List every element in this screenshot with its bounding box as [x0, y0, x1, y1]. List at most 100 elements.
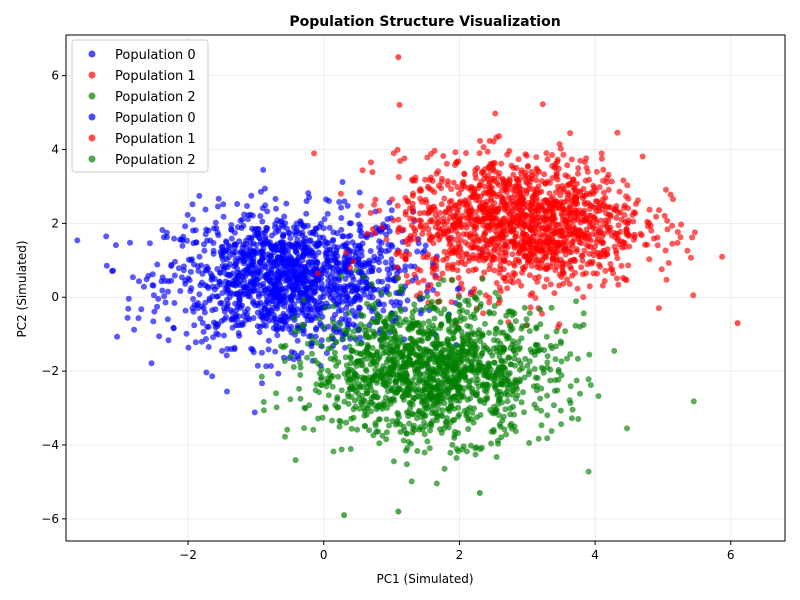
population-0-point	[310, 267, 317, 274]
population-0-point	[185, 275, 192, 282]
population-0-point	[273, 263, 280, 270]
population-2-point	[394, 320, 401, 327]
population-1-point	[448, 299, 455, 305]
population-0-point	[326, 198, 332, 204]
chart-title: Population Structure Visualization	[289, 14, 560, 30]
population-0-point	[197, 315, 204, 322]
population-2-point	[370, 333, 377, 340]
population-0-point	[301, 222, 308, 229]
population-2-point	[322, 304, 329, 311]
population-0-point	[202, 231, 209, 238]
population-0-point	[282, 299, 289, 306]
population-1-point	[521, 216, 528, 223]
population-2-point	[395, 355, 402, 362]
population-1-point	[441, 195, 448, 202]
population-0-point	[313, 326, 320, 333]
population-0-point	[258, 349, 265, 356]
population-0-point	[254, 362, 261, 369]
population-2-point	[348, 348, 355, 355]
population-0-point	[380, 301, 387, 308]
population-0-point	[265, 346, 272, 353]
population-1-point	[573, 246, 580, 253]
population-1-point	[578, 264, 585, 271]
population-1-point	[486, 266, 493, 273]
population-1-point	[472, 266, 479, 273]
population-0-point	[350, 276, 357, 283]
population-2-point	[520, 389, 527, 396]
population-2-point	[577, 390, 583, 397]
population-1-point	[518, 282, 525, 289]
population-2-point	[353, 363, 360, 369]
population-2-point	[369, 352, 376, 359]
population-1-point	[562, 172, 569, 179]
population-0-point	[196, 192, 203, 199]
population-1-point	[542, 254, 549, 261]
population-2-point	[526, 328, 533, 335]
population-1-point	[592, 225, 599, 232]
population-2-point	[435, 281, 442, 288]
population-2-point	[505, 354, 512, 361]
population-0-point	[299, 309, 306, 316]
population-1-point	[425, 185, 432, 192]
population-0-point	[315, 249, 322, 256]
population-1-point	[419, 230, 426, 237]
population-0-point	[293, 257, 300, 264]
population-2-point	[410, 411, 416, 417]
population-2-point	[552, 377, 559, 384]
population-0-point	[237, 217, 244, 224]
population-1-point	[498, 187, 505, 194]
population-2-point	[373, 361, 380, 368]
population-2-point	[469, 352, 476, 359]
population-0-point	[292, 231, 299, 238]
population-1-point	[616, 188, 623, 195]
legend-box	[71, 39, 209, 173]
population-1-point	[440, 257, 447, 263]
population-1-point	[602, 267, 609, 274]
x-tick-label: 4	[591, 548, 599, 562]
population-1-point	[537, 239, 544, 245]
population-2-point	[499, 381, 506, 388]
population-1-point	[500, 266, 507, 273]
population-2-point	[325, 345, 332, 352]
population-0-point	[288, 255, 295, 262]
population-2-point	[444, 405, 451, 412]
population-0-point	[324, 285, 331, 292]
population-2-point	[460, 393, 467, 400]
population-0-point	[143, 276, 150, 283]
population-2-point	[557, 338, 564, 345]
population-1-point	[549, 152, 556, 158]
population-0-point	[225, 242, 232, 249]
population-1-point	[561, 207, 567, 214]
population-1-point	[486, 294, 493, 301]
population-2-point	[320, 323, 327, 330]
population-2-point	[284, 426, 291, 433]
population-2-point	[476, 366, 483, 373]
population-2-point	[368, 395, 375, 402]
population-2-point	[452, 356, 459, 363]
population-2-point	[496, 396, 502, 403]
population-1-point	[464, 201, 470, 208]
population-2-point	[496, 421, 503, 428]
population-1-point	[597, 229, 604, 236]
population-2-point	[350, 414, 357, 421]
population-1-point	[644, 241, 651, 248]
population-0-point	[240, 260, 247, 267]
population-1-point	[581, 247, 588, 254]
population-1-point	[662, 247, 669, 254]
population-2-point	[544, 359, 551, 366]
population-1-point	[655, 305, 662, 312]
population-2-point	[462, 373, 469, 380]
population-2-point	[480, 342, 487, 349]
population-2-point	[354, 426, 361, 433]
population-1-point	[493, 134, 500, 141]
population-2-point	[428, 394, 435, 401]
population-1-point	[411, 231, 418, 238]
population-1-point	[577, 157, 584, 164]
population-2-point	[505, 334, 512, 341]
population-2-point	[297, 372, 304, 378]
population-2-point	[585, 468, 592, 475]
population-2-point	[439, 366, 445, 373]
population-2-point	[507, 411, 514, 418]
population-2-point	[439, 407, 446, 414]
population-2-point	[466, 384, 473, 391]
